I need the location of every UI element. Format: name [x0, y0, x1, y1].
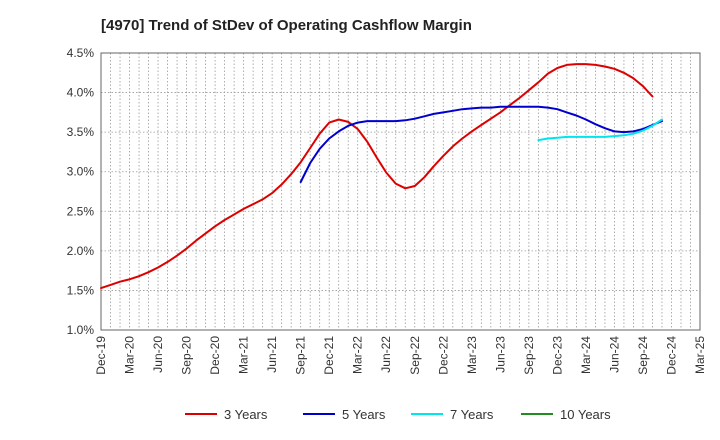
y-tick-label: 3.5% [67, 125, 95, 139]
y-tick-label: 3.0% [67, 165, 95, 179]
series-lines [100, 63, 663, 290]
x-tick-label: Sep-22 [408, 336, 422, 375]
x-tick-label: Sep-23 [522, 336, 536, 375]
x-tick-label: Dec-22 [436, 336, 450, 375]
y-axis: 1.0% 1.5% 2.0% 2.5% 3.0% 3.5% 4.0% 4.5% [67, 46, 95, 337]
x-tick-label: Dec-21 [322, 336, 336, 375]
series-line-5-years [299, 105, 663, 183]
x-tick-label: Sep-21 [294, 336, 308, 375]
grid [101, 53, 700, 330]
series-line-3-years [100, 63, 654, 290]
legend-label-10-years: 10 Years [560, 407, 611, 422]
x-tick-label: Mar-20 [123, 336, 137, 374]
x-tick-label: Mar-22 [351, 336, 365, 374]
legend-label-5-years: 5 Years [342, 407, 386, 422]
y-tick-label: 2.5% [67, 204, 95, 218]
x-tick-label: Jun-20 [151, 336, 165, 373]
x-tick-label: Jun-21 [265, 336, 279, 373]
x-tick-label: Jun-24 [607, 336, 621, 373]
legend: 3 Years 5 Years 7 Years 10 Years [185, 407, 611, 422]
x-tick-label: Sep-24 [636, 336, 650, 375]
x-tick-label: Mar-25 [693, 336, 707, 374]
x-tick-label: Dec-23 [550, 336, 564, 375]
y-tick-label: 1.0% [67, 323, 95, 337]
chart-title: [4970] Trend of StDev of Operating Cashf… [101, 17, 472, 34]
y-tick-label: 1.5% [67, 283, 95, 297]
x-tick-label: Mar-23 [465, 336, 479, 374]
series-line-7-years [537, 118, 663, 142]
x-tick-label: Jun-23 [493, 336, 507, 373]
y-tick-label: 4.5% [67, 46, 95, 60]
x-tick-label: Mar-24 [579, 336, 593, 374]
x-tick-label: Mar-21 [237, 336, 251, 374]
legend-label-3-years: 3 Years [224, 407, 268, 422]
y-tick-label: 4.0% [67, 86, 95, 100]
x-tick-label: Sep-20 [180, 336, 194, 375]
x-tick-label: Dec-24 [664, 336, 678, 375]
plot-frame [100, 52, 701, 331]
x-tick-label: Dec-20 [208, 336, 222, 375]
x-axis: Dec-19 Mar-20 Jun-20 Sep-20 Dec-20 Mar-21 Jun-… [94, 336, 707, 375]
y-tick-label: 2.0% [67, 244, 95, 258]
legend-label-7-years: 7 Years [450, 407, 494, 422]
x-tick-label: Dec-19 [94, 336, 108, 375]
x-tick-label: Jun-22 [379, 336, 393, 373]
